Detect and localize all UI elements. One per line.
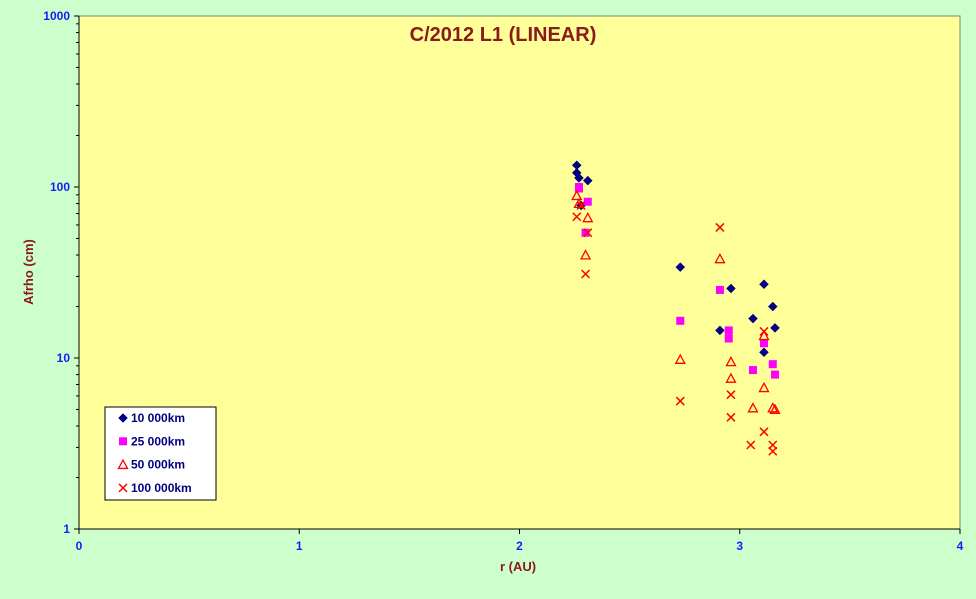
data-point bbox=[715, 222, 725, 232]
data-point bbox=[768, 446, 778, 456]
legend-marker bbox=[118, 413, 128, 423]
data-point bbox=[746, 440, 756, 450]
data-point bbox=[715, 325, 725, 336]
data-point bbox=[574, 184, 583, 193]
data-point bbox=[583, 228, 593, 238]
legend-item: 50 000km bbox=[117, 458, 185, 472]
data-point bbox=[725, 372, 737, 383]
data-point bbox=[571, 189, 583, 201]
x-tick-label: 3 bbox=[736, 539, 743, 553]
data-point bbox=[675, 262, 686, 272]
data-point bbox=[759, 339, 768, 348]
data-point bbox=[758, 381, 770, 393]
y-tick-label: 10 bbox=[57, 351, 71, 365]
data-point bbox=[581, 269, 591, 279]
data-point bbox=[676, 316, 685, 325]
data-point bbox=[581, 228, 590, 237]
data-point bbox=[770, 323, 780, 333]
data-point bbox=[675, 396, 685, 406]
legend: 10 000km 25 000km 50 000km 100 000km bbox=[104, 406, 217, 501]
marks bbox=[571, 160, 781, 456]
data-point bbox=[758, 329, 770, 341]
legend-marker bbox=[118, 483, 128, 493]
legend-box bbox=[104, 406, 217, 501]
legend-label: 100 000km bbox=[131, 481, 192, 495]
data-point bbox=[582, 211, 594, 223]
data-point bbox=[674, 353, 686, 364]
legend-item: 25 000km bbox=[119, 434, 185, 448]
data-point bbox=[725, 355, 737, 367]
plot-area bbox=[78, 15, 961, 530]
series-3 bbox=[571, 189, 781, 414]
data-point bbox=[769, 403, 781, 414]
data-point bbox=[767, 301, 778, 312]
data-point bbox=[759, 279, 769, 290]
data-point bbox=[759, 347, 769, 358]
x-axis-title: r (AU) bbox=[500, 559, 536, 574]
data-point bbox=[748, 366, 757, 375]
legend-item: 10 000km bbox=[118, 411, 185, 425]
legend-marker bbox=[119, 437, 127, 446]
data-point bbox=[748, 313, 758, 324]
y-tick-label: 1000 bbox=[43, 9, 70, 23]
legend-marker bbox=[117, 458, 129, 470]
y-axis-title: Afrho (cm) bbox=[21, 239, 36, 305]
data-point bbox=[579, 249, 592, 260]
data-point bbox=[768, 360, 777, 369]
series-2 bbox=[574, 183, 779, 379]
data-point bbox=[714, 252, 726, 264]
data-point bbox=[715, 285, 724, 294]
data-point bbox=[759, 427, 769, 437]
data-point bbox=[572, 212, 582, 222]
x-tick-label: 0 bbox=[76, 539, 83, 553]
legend-label: 25 000km bbox=[131, 434, 185, 448]
data-point bbox=[582, 175, 593, 186]
data-point bbox=[583, 197, 592, 206]
x-tick-label: 1 bbox=[296, 539, 303, 553]
data-point bbox=[726, 283, 736, 294]
data-point bbox=[576, 200, 586, 210]
legend-label: 10 000km bbox=[131, 411, 185, 425]
data-point bbox=[724, 334, 733, 343]
data-point bbox=[574, 173, 584, 183]
legend-label: 50 000km bbox=[131, 458, 185, 472]
y-tick-label: 100 bbox=[50, 180, 70, 194]
data-point bbox=[747, 402, 759, 413]
data-point bbox=[759, 326, 769, 336]
data-point bbox=[767, 402, 779, 413]
chart-title: C/2012 L1 (LINEAR) bbox=[410, 24, 597, 46]
data-point bbox=[726, 390, 736, 400]
data-point bbox=[724, 326, 733, 335]
x-tick-label: 4 bbox=[957, 539, 964, 553]
y-tick-label: 1 bbox=[63, 522, 70, 536]
legend-item: 100 000km bbox=[118, 481, 192, 495]
x-tick-label: 2 bbox=[516, 539, 523, 553]
series-4 bbox=[572, 200, 778, 456]
data-point bbox=[726, 412, 736, 422]
data-point bbox=[770, 370, 779, 379]
